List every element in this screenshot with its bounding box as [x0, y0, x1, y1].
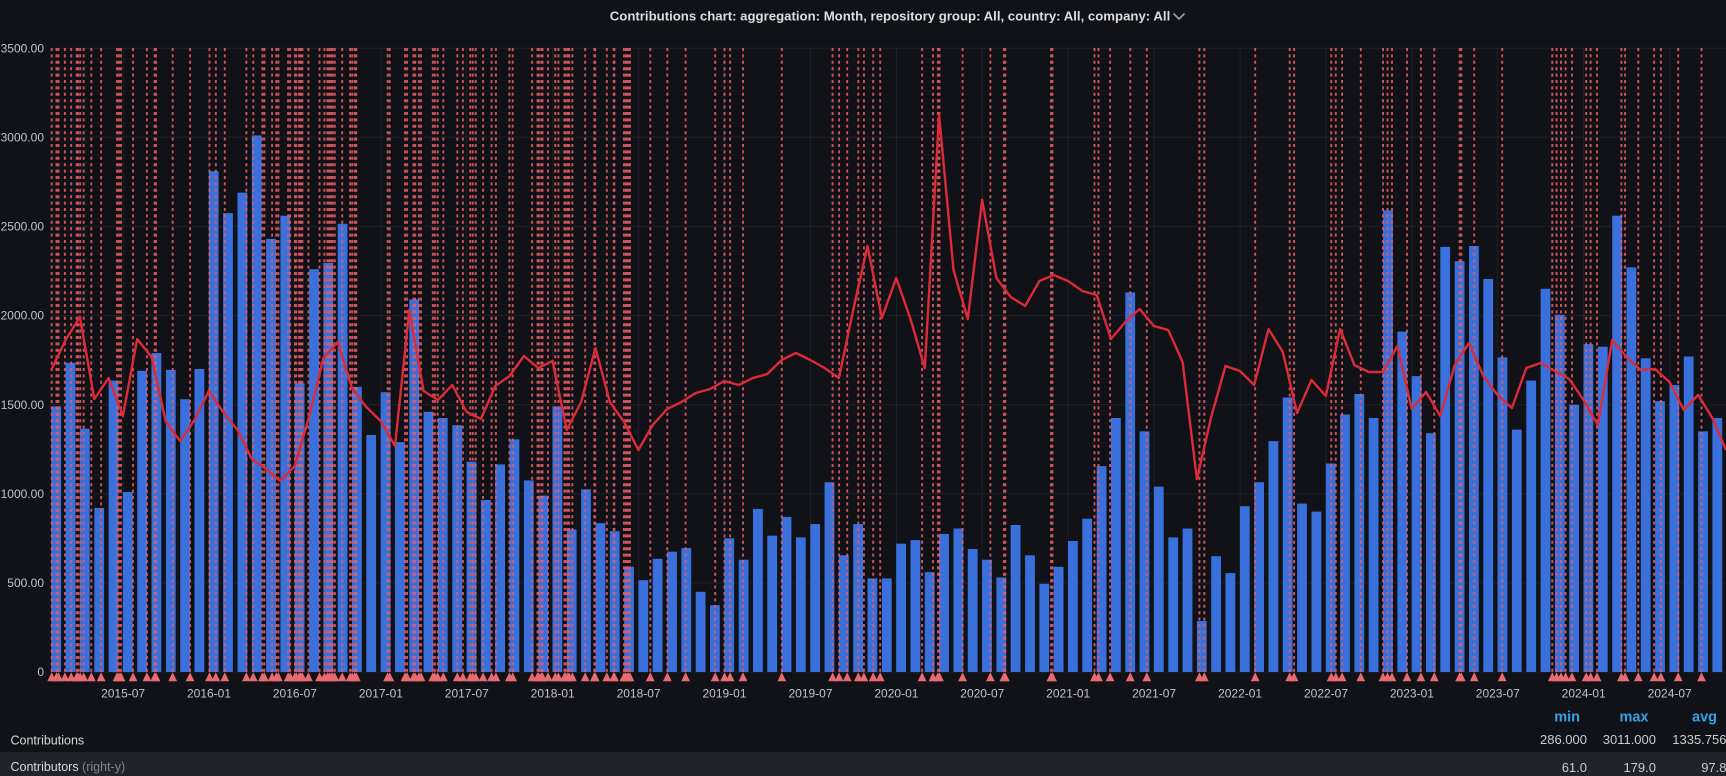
svg-text:2022-01: 2022-01: [1218, 687, 1262, 701]
svg-text:2020-07: 2020-07: [960, 687, 1004, 701]
svg-text:97.8: 97.8: [1701, 760, 1726, 775]
svg-text:2019-07: 2019-07: [788, 687, 832, 701]
svg-text:2024-07: 2024-07: [1648, 687, 1692, 701]
svg-text:2016-01: 2016-01: [187, 687, 231, 701]
svg-text:2000.00: 2000.00: [1, 309, 45, 323]
svg-text:2018-01: 2018-01: [531, 687, 575, 701]
svg-text:2023-01: 2023-01: [1390, 687, 1434, 701]
svg-text:61.0: 61.0: [1562, 760, 1587, 775]
svg-text:2017-07: 2017-07: [445, 687, 489, 701]
svg-text:2015-07: 2015-07: [101, 687, 145, 701]
svg-text:2021-01: 2021-01: [1046, 687, 1090, 701]
svg-text:Contributions chart: aggregati: Contributions chart: aggregation: Month,…: [610, 9, 1170, 24]
svg-text:3011.000: 3011.000: [1603, 732, 1656, 747]
svg-text:286.000: 286.000: [1540, 732, 1587, 747]
svg-text:2020-01: 2020-01: [874, 687, 918, 701]
svg-text:0: 0: [37, 665, 44, 679]
svg-text:2021-07: 2021-07: [1132, 687, 1176, 701]
svg-text:1335.756: 1335.756: [1672, 732, 1726, 747]
svg-text:2016-07: 2016-07: [273, 687, 317, 701]
svg-text:Contributors (right-y): Contributors (right-y): [11, 760, 126, 774]
svg-text:3000.00: 3000.00: [1, 131, 45, 145]
svg-text:avg: avg: [1692, 710, 1717, 726]
svg-text:500.00: 500.00: [7, 576, 44, 590]
svg-text:max: max: [1619, 710, 1648, 726]
svg-text:2018-07: 2018-07: [617, 687, 661, 701]
svg-text:2023-07: 2023-07: [1476, 687, 1520, 701]
svg-text:3500.00: 3500.00: [1, 41, 45, 55]
svg-text:1500.00: 1500.00: [1, 398, 45, 412]
svg-text:179.0: 179.0: [1623, 760, 1656, 775]
svg-text:2024-01: 2024-01: [1562, 687, 1606, 701]
svg-text:Contributions: Contributions: [11, 734, 85, 748]
svg-text:2022-07: 2022-07: [1304, 687, 1348, 701]
svg-text:1000.00: 1000.00: [1, 487, 45, 501]
svg-text:2500.00: 2500.00: [1, 220, 45, 234]
svg-text:2019-01: 2019-01: [702, 687, 746, 701]
svg-text:min: min: [1554, 710, 1580, 726]
svg-text:2017-01: 2017-01: [359, 687, 403, 701]
